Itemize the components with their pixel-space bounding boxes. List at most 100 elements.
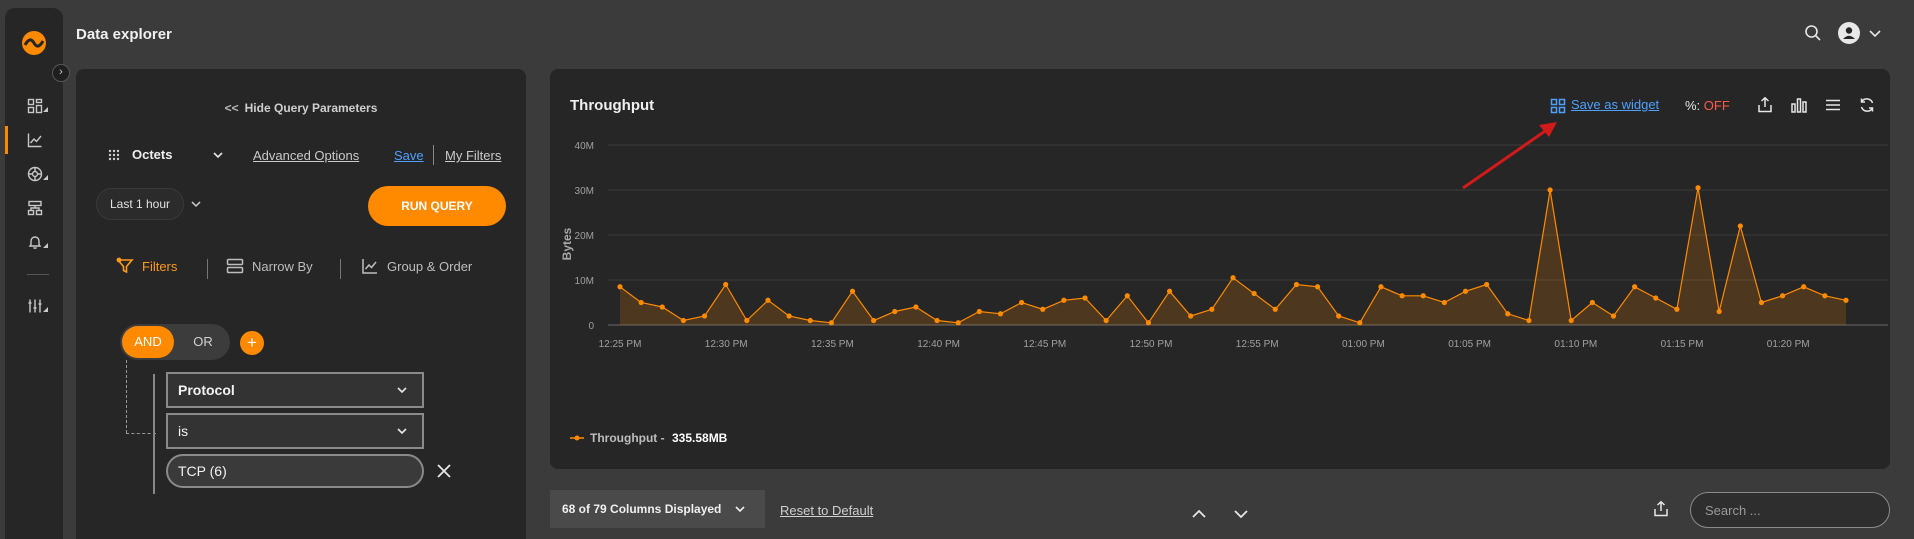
rail-item-alerts[interactable] [27,234,48,254]
data-point[interactable] [1082,295,1088,301]
data-point[interactable] [1610,313,1617,319]
data-point[interactable] [1293,281,1300,288]
filter-operator-select[interactable]: is [166,413,424,449]
rail-item-network[interactable] [27,166,48,186]
data-point[interactable] [807,317,813,324]
data-point[interactable] [1378,284,1384,290]
data-point[interactable] [1188,313,1194,319]
data-point[interactable] [680,317,687,324]
table-search-input[interactable] [1690,492,1890,528]
rail-item-settings[interactable] [27,298,48,318]
data-point[interactable] [1779,293,1786,299]
data-point[interactable] [659,304,665,310]
my-filters-link[interactable]: My Filters [445,148,502,163]
data-point[interactable] [1484,281,1490,288]
data-point[interactable] [892,308,898,315]
data-point[interactable] [1801,284,1807,290]
data-point[interactable] [1737,223,1743,229]
rail-item-dashboard[interactable] [27,98,48,118]
data-point[interactable] [1336,313,1342,319]
chevron-down-icon[interactable] [190,198,202,210]
export-icon[interactable] [1756,96,1774,114]
export-icon[interactable] [1652,500,1670,518]
filter-field-select[interactable]: Protocol [166,372,424,408]
data-point[interactable] [871,317,877,324]
data-point[interactable] [849,288,856,294]
data-point[interactable] [1505,311,1511,317]
tab-narrow-by[interactable]: Narrow By [226,257,313,275]
columns-displayed-dropdown[interactable]: 68 of 79 Columns Displayed [550,490,765,528]
data-point[interactable] [1695,185,1701,191]
data-point[interactable] [1758,299,1765,306]
filter-value-input[interactable]: TCP (6) [166,454,424,488]
data-point[interactable] [1145,320,1152,326]
hide-query-parameters-button[interactable]: << Hide Query Parameters [76,101,526,115]
data-point[interactable] [1674,306,1680,312]
tab-filters[interactable]: Filters [116,257,177,275]
data-point[interactable] [723,281,729,288]
data-point[interactable] [1209,306,1215,312]
menu-icon[interactable] [1824,96,1842,114]
save-as-widget-link[interactable]: Save as widget [1571,97,1660,112]
bar-chart-icon[interactable] [1790,96,1808,114]
data-point[interactable] [976,308,982,315]
data-point[interactable] [1061,297,1067,303]
chart-legend[interactable]: Throughput - 335.58MB [570,431,727,445]
data-point[interactable] [786,313,792,319]
search-icon[interactable] [1804,24,1822,42]
data-point[interactable] [1251,290,1257,297]
data-point[interactable] [1230,275,1236,281]
data-point[interactable] [1420,293,1426,299]
percent-toggle[interactable]: %: OFF [1685,98,1730,113]
rail-item-analytics[interactable] [27,132,47,152]
advanced-options-link[interactable]: Advanced Options [253,148,360,163]
data-point[interactable] [1103,317,1109,324]
time-range-select[interactable]: Last 1 hour [96,188,184,220]
data-point[interactable] [1843,297,1849,303]
data-point[interactable] [744,317,750,324]
data-point[interactable] [1166,288,1173,294]
data-point[interactable] [1716,308,1722,315]
chevron-down-icon[interactable] [1868,26,1882,40]
chevron-down-icon[interactable] [1232,505,1250,523]
and-button[interactable]: AND [122,326,174,358]
data-point[interactable] [1589,299,1595,306]
widget-icon[interactable] [1550,98,1566,114]
data-point[interactable] [1272,306,1278,312]
metric-select[interactable]: Octets [108,147,224,162]
reset-to-default-link[interactable]: Reset to Default [780,503,874,518]
rail-expand-button[interactable]: › [52,64,70,82]
data-point[interactable] [1653,295,1659,301]
data-point[interactable] [934,317,940,324]
data-point[interactable] [701,313,708,319]
rail-item-topology[interactable] [27,200,47,220]
add-condition-button[interactable]: + [240,331,264,355]
data-point[interactable] [1399,293,1405,299]
data-point[interactable] [1357,320,1363,326]
data-point[interactable] [1019,299,1025,306]
data-point[interactable] [1568,317,1574,324]
run-query-button[interactable]: RUN QUERY [368,186,506,226]
data-point[interactable] [997,311,1004,317]
save-query-link[interactable]: Save [394,148,424,163]
refresh-icon[interactable] [1858,96,1876,114]
data-point[interactable] [1526,317,1532,324]
data-point[interactable] [1632,284,1638,290]
app-logo-icon[interactable] [21,30,47,56]
user-avatar[interactable] [1838,22,1860,44]
data-point[interactable] [1462,288,1469,294]
data-point[interactable] [828,320,834,326]
or-button[interactable]: OR [178,326,228,358]
close-icon[interactable] [436,463,452,479]
data-point[interactable] [638,299,644,306]
data-point[interactable] [1441,299,1447,306]
data-point[interactable] [1124,293,1130,299]
data-point[interactable] [617,284,623,290]
data-point[interactable] [1314,284,1321,290]
data-point[interactable] [765,297,771,303]
data-point[interactable] [955,320,961,326]
data-point[interactable] [1822,293,1828,299]
chevron-up-icon[interactable] [1190,505,1208,523]
data-point[interactable] [1040,306,1046,312]
data-point[interactable] [913,304,919,310]
